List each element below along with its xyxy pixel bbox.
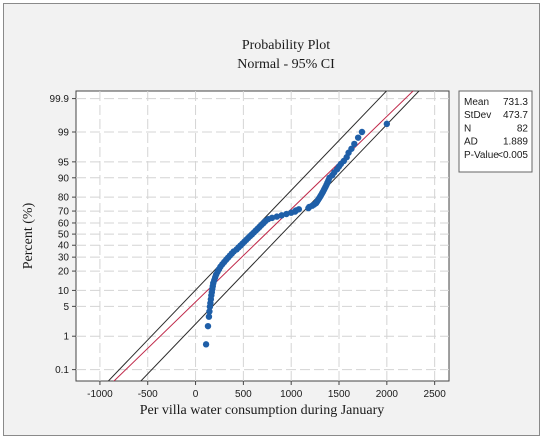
y-axis-label: Percent (%)	[21, 202, 36, 269]
x-tick-label: 2000	[376, 389, 399, 400]
probability-plot: Probability Plot Normal - 95% CI -1000 -5…	[21, 38, 533, 418]
data-point	[354, 134, 362, 141]
stat-label: N	[464, 123, 471, 134]
y-tick-label: 10	[58, 286, 70, 297]
grid	[76, 91, 449, 381]
x-axis-label: Per villa water consumption during Janua…	[140, 403, 385, 418]
stat-value: 473.7	[503, 110, 528, 121]
y-tick-label: 20	[58, 267, 70, 278]
stat-value: 1.889	[503, 137, 528, 148]
y-tick-label: 60	[58, 218, 70, 229]
data-point	[351, 140, 358, 148]
y-tick-label: 90	[58, 173, 70, 184]
chart-subtitle: Normal - 95% CI	[237, 57, 335, 72]
data-point	[202, 341, 210, 348]
y-tick-label: 40	[58, 241, 70, 252]
x-tick-label: 1500	[328, 389, 351, 400]
x-tick-label: 500	[235, 389, 252, 400]
data-point	[206, 308, 213, 315]
y-tick-label: 30	[58, 253, 70, 264]
x-tick-label: -500	[138, 389, 158, 400]
data-point	[273, 213, 281, 220]
y-tick-label: 0.1	[55, 365, 69, 376]
stat-label: AD	[464, 137, 478, 148]
y-tick-label: 5	[63, 302, 69, 313]
y-tick-label: 70	[58, 207, 70, 218]
data-points	[202, 120, 391, 348]
stats-box	[458, 90, 533, 173]
stat-value: 82	[517, 123, 529, 134]
data-point	[348, 145, 355, 152]
x-tick-label: -1000	[87, 389, 113, 400]
fit-line	[113, 91, 414, 381]
data-point	[204, 322, 212, 330]
y-tick-label: 50	[58, 230, 70, 241]
chart-frame: Probability Plot Normal - 95% CI -1000 -5…	[3, 3, 540, 436]
data-point	[358, 128, 366, 136]
stat-value: <0.005	[497, 150, 528, 161]
stat-label: Mean	[464, 97, 489, 108]
y-tick-label: 1	[63, 332, 69, 343]
y-tick-label: 80	[58, 193, 70, 204]
stat-value: 731.3	[503, 97, 528, 108]
stats-table: Mean 731.3 StDev 473.7 N 82 AD 1.889 P-Value<0.0…	[464, 97, 528, 161]
y-tick-label: 99	[58, 128, 70, 139]
x-tick-label: 2500	[424, 389, 447, 400]
data-point	[205, 313, 213, 320]
plot-area	[75, 90, 450, 382]
lower-ci-line	[140, 91, 420, 381]
x-tick-label: 1000	[280, 389, 303, 400]
data-point	[295, 206, 303, 213]
chart-title: Probability Plot	[242, 38, 330, 53]
y-tick-label: 99.9	[50, 94, 70, 105]
data-point	[383, 120, 391, 128]
x-tick-label: 0	[193, 389, 199, 400]
x-axis-ticks: -1000 -500 0 500 1000 1500 2000 2500	[87, 381, 446, 400]
stat-label: P-Value	[464, 150, 499, 161]
y-tick-label: 95	[58, 157, 70, 168]
stat-label: StDev	[464, 110, 491, 121]
